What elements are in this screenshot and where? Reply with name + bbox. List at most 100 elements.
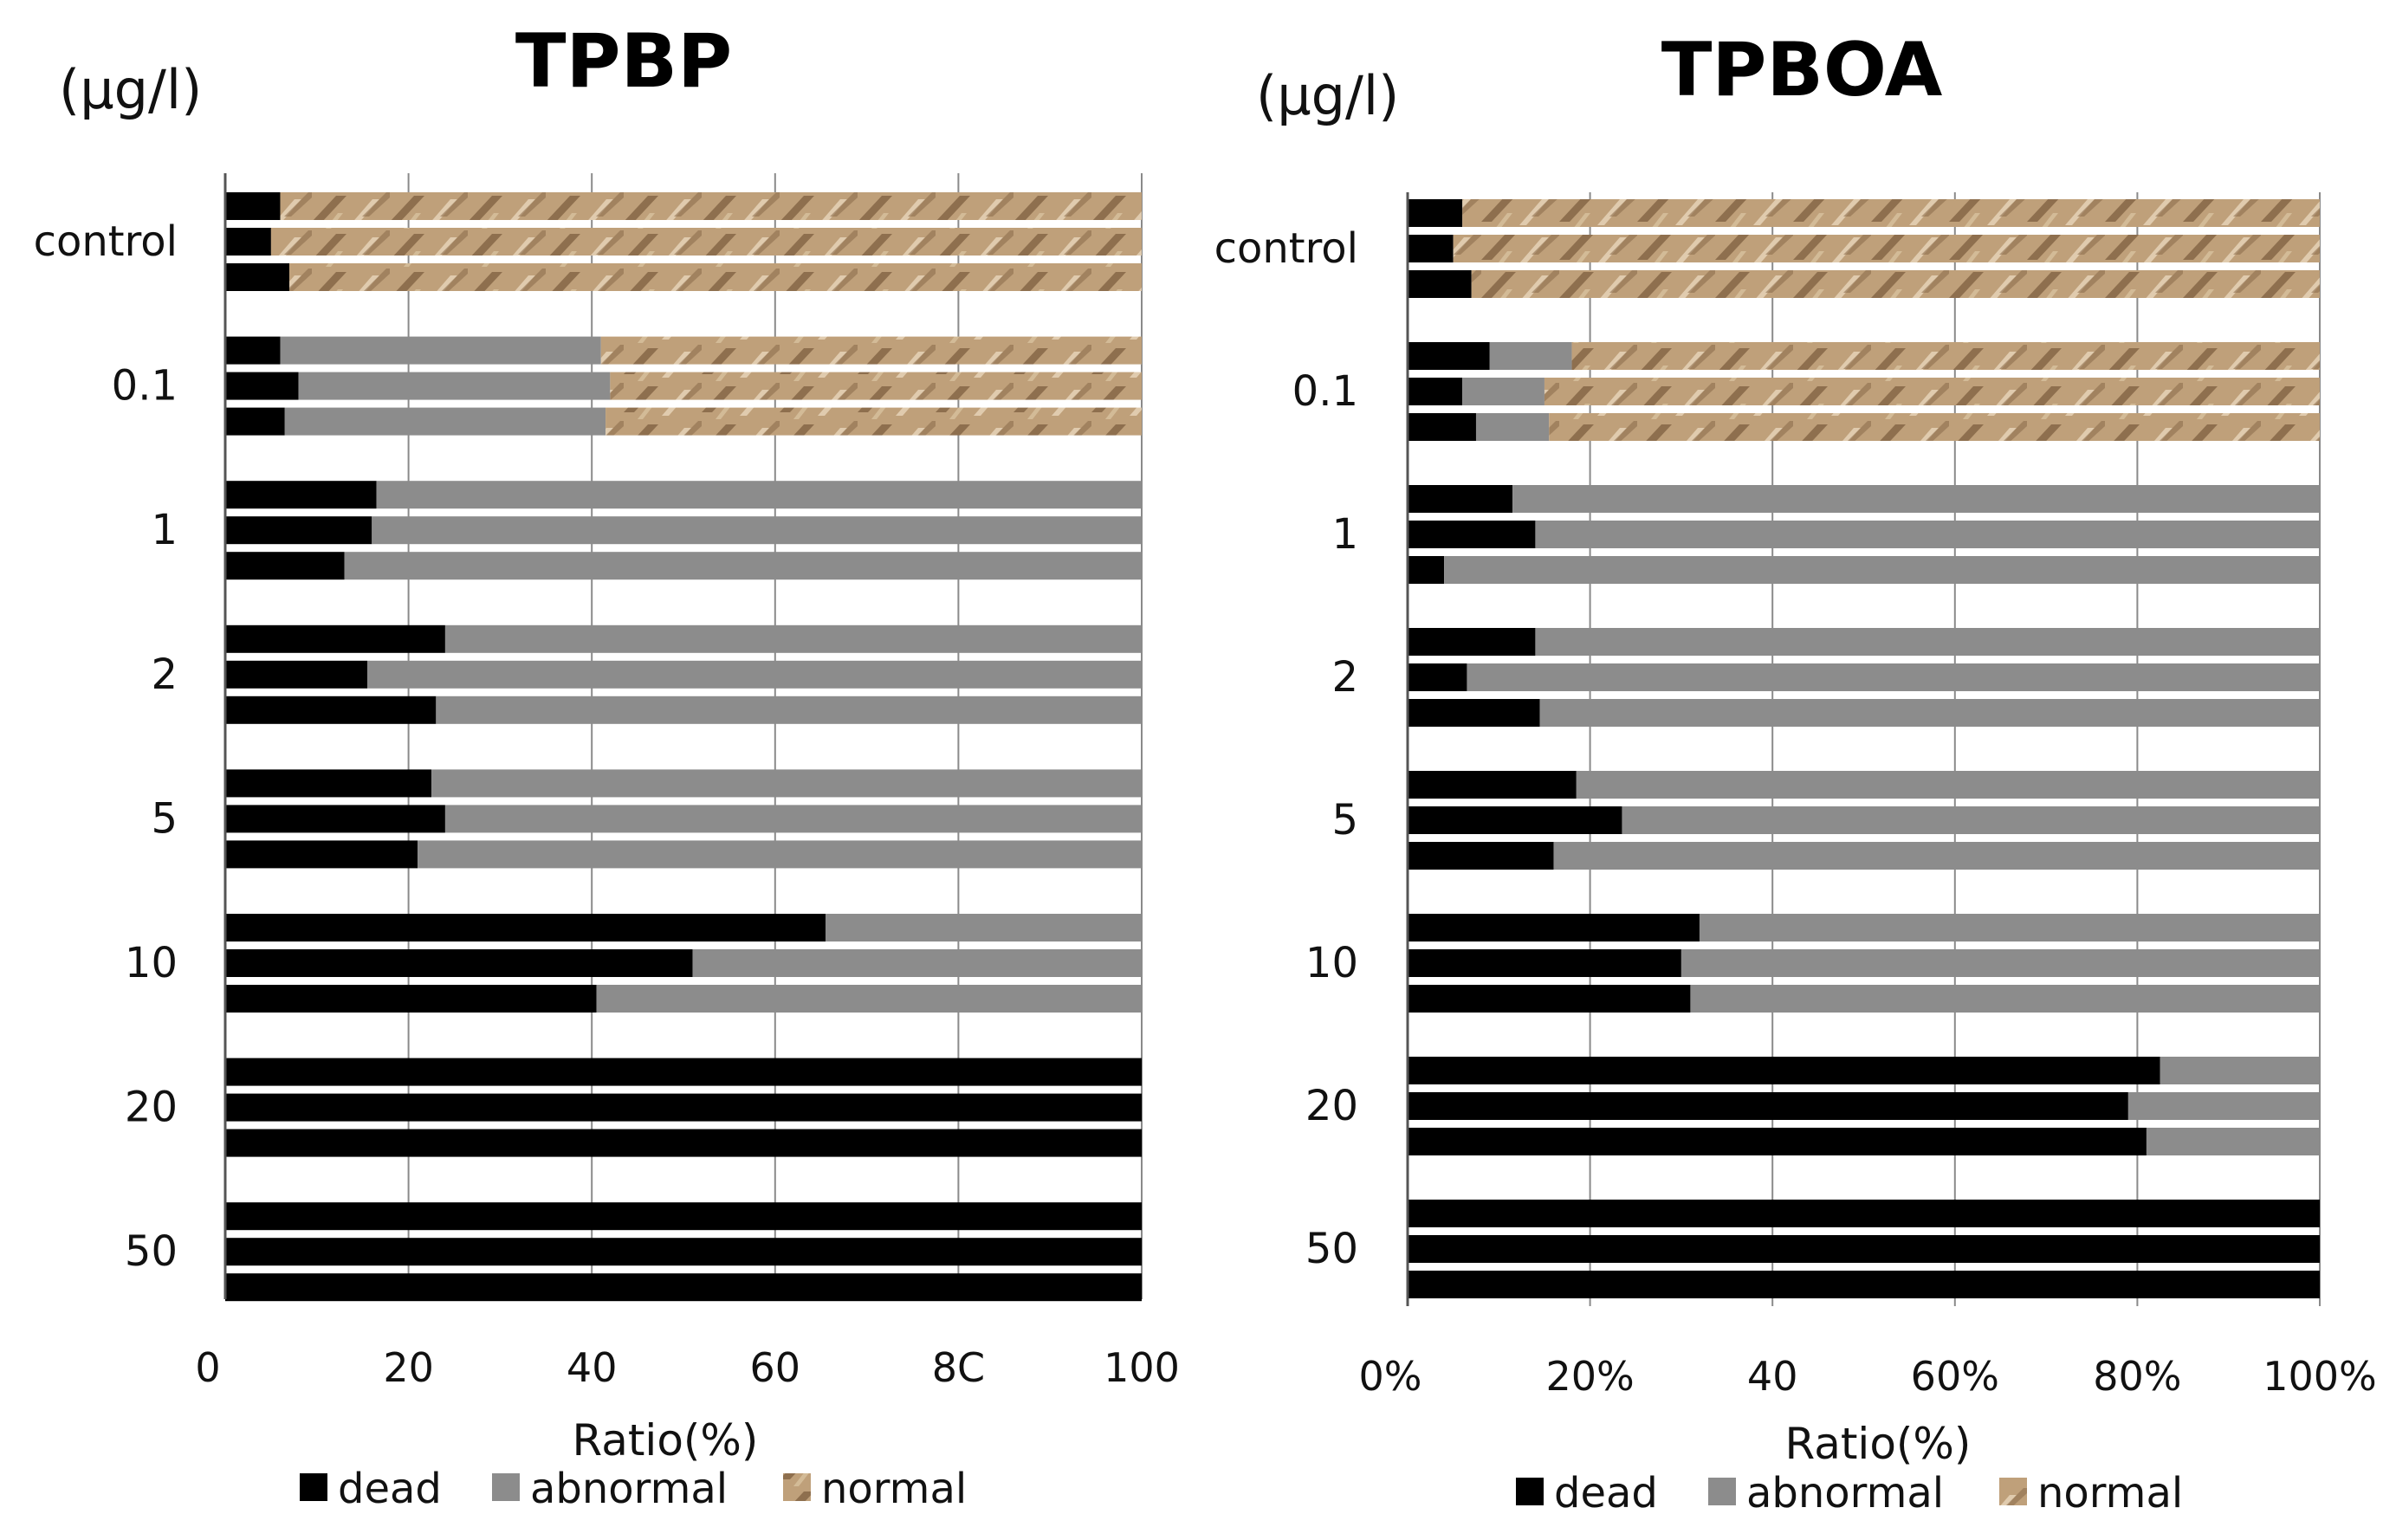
bar-segment-abnormal [436, 696, 1143, 724]
bar-segment-dead [1408, 521, 1536, 548]
bar-segment-dead [225, 914, 826, 941]
bar-segment-normal [289, 263, 1142, 291]
chart-tpbp: TPBP (µg/l) control 0.1 1 2 5 10 20 50 0 20 40 60 8… [34, 18, 1180, 1513]
bar-segment-abnormal [1462, 378, 1544, 405]
bar-segment-dead [225, 1238, 1142, 1266]
bar-segment-dead [225, 1202, 1142, 1231]
x-tick-label: 8C [932, 1344, 985, 1391]
category-labels: control 0.1 1 2 5 10 20 50 [1214, 224, 1358, 1273]
bar-segment-dead [225, 336, 281, 365]
bar-segment-dead [1408, 235, 1454, 262]
bar-segment-dead [225, 1129, 1142, 1157]
category-label: 50 [1305, 1225, 1358, 1273]
bar-segment-dead [1408, 270, 1472, 298]
bar-segment-dead [1408, 663, 1467, 691]
bar-segment-dead [1408, 699, 1540, 727]
legend-swatch-abnormal [1708, 1478, 1736, 1505]
unit-label: (µg/l) [59, 58, 202, 121]
x-tick-label: 80% [2093, 1353, 2181, 1400]
bar-segment-normal [1453, 235, 2320, 262]
x-tick-label: 60% [1911, 1353, 1999, 1400]
bar-segment-dead [225, 949, 693, 977]
x-tick-label: 100 [1104, 1344, 1180, 1391]
bar-segment-dead [225, 696, 437, 724]
bar-segment-dead [225, 481, 377, 509]
bar-segment-abnormal [596, 985, 1142, 1013]
x-axis-label: Ratio(%) [573, 1415, 759, 1466]
legend: dead abnormal normal [1516, 1469, 2183, 1517]
bar-segment-dead [1408, 628, 1536, 656]
bar-segment-dead [225, 228, 271, 256]
bar-segment-dead [225, 263, 290, 291]
bar-segment-dead [1408, 378, 1463, 405]
category-labels: control 0.1 1 2 5 10 20 50 [34, 217, 178, 1276]
bar-segment-dead [225, 516, 372, 545]
bar-segment-normal [280, 192, 1143, 220]
bar-segment-dead [1408, 556, 1445, 584]
legend-swatch-dead [300, 1473, 327, 1501]
bar-segment-normal [1571, 342, 2320, 370]
bar-segment-dead [225, 805, 445, 833]
category-label: 5 [151, 794, 178, 843]
bar-segment-abnormal [418, 840, 1142, 869]
bar-segment-abnormal [1680, 949, 2320, 977]
bar-segment-abnormal [1690, 985, 2320, 1013]
bar-segment-normal [605, 407, 1142, 436]
category-label: 10 [1305, 939, 1358, 987]
category-label: 50 [125, 1227, 178, 1276]
bar-segment-abnormal [825, 914, 1142, 941]
legend-label: normal [821, 1465, 967, 1513]
unit-label: (µg/l) [1256, 64, 1399, 127]
chart-title: TPBOA [1661, 27, 1943, 113]
category-label: 0.1 [1292, 367, 1358, 416]
x-tick-label: 100% [2263, 1353, 2377, 1400]
bar-segment-dead [225, 660, 367, 689]
bar-segment-abnormal [376, 481, 1142, 509]
bar-segment-normal [600, 336, 1142, 365]
bar-segment-dead [225, 624, 445, 653]
category-label: 2 [1331, 653, 1358, 702]
x-tick-label: 0 [195, 1344, 220, 1391]
bar-segment-normal [1462, 199, 2320, 227]
bar-segment-abnormal [284, 407, 606, 436]
bar-segment-dead [225, 1058, 1142, 1086]
bar-segment-dead [1408, 1200, 2320, 1227]
x-tick-label: 40 [1747, 1353, 1798, 1400]
category-label: 2 [151, 650, 178, 699]
bar-segment-abnormal [444, 624, 1142, 653]
legend-swatch-normal [783, 1473, 811, 1501]
bar-segment-dead [1408, 1092, 2128, 1120]
bar-segment-abnormal [431, 769, 1142, 798]
bar-segment-abnormal [1512, 485, 2320, 513]
bar-segment-abnormal [1622, 806, 2320, 834]
x-tick-label: 20 [383, 1344, 434, 1391]
category-label: 0.1 [112, 362, 178, 411]
bar-segment-dead [1408, 485, 1513, 513]
bar-segment-abnormal [1576, 771, 2320, 799]
bar-segment-abnormal [372, 516, 1142, 545]
bars [1408, 199, 2320, 1298]
bar-segment-abnormal [692, 949, 1142, 977]
bar-segment-normal [1544, 378, 2320, 405]
bar-segment-normal [1471, 270, 2320, 298]
legend-swatch-dead [1516, 1478, 1544, 1505]
legend-swatch-normal [1999, 1478, 2027, 1505]
bar-segment-dead [225, 552, 345, 580]
bar-segment-dead [225, 407, 285, 436]
bar-segment-dead [1408, 199, 1463, 227]
bar-segment-dead [225, 769, 432, 798]
category-label: control [34, 217, 178, 266]
bar-segment-dead [225, 840, 418, 869]
bar-segment-abnormal [2160, 1057, 2320, 1084]
bar-segment-abnormal [1553, 842, 2320, 870]
bar-segment-abnormal [1444, 556, 2320, 584]
bar-segment-abnormal [1535, 628, 2320, 656]
chart-tpboa: TPBOA (µg/l) control 0.1 1 2 5 10 20 50 0% 20% 40… [1214, 27, 2377, 1517]
legend: dead abnormal normal [300, 1465, 967, 1513]
bar-segment-normal [270, 228, 1142, 256]
bar-segment-abnormal [280, 336, 601, 365]
bar-segment-dead [1408, 842, 1554, 870]
bar-segment-abnormal [1467, 663, 2320, 691]
bar-segment-dead [1408, 1271, 2320, 1298]
